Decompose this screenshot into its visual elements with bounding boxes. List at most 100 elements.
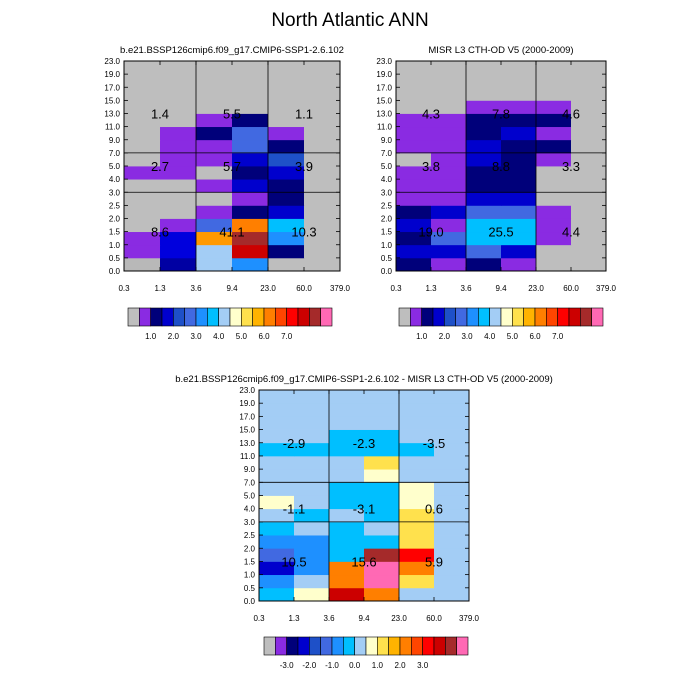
heatmap-cell bbox=[536, 61, 572, 75]
y-tick-label: 17.0 bbox=[376, 83, 392, 92]
heatmap-cell bbox=[294, 548, 330, 562]
heatmap-cell bbox=[536, 218, 572, 233]
heatmap-cell bbox=[196, 231, 233, 246]
value-annotation: 8.8 bbox=[492, 159, 510, 174]
colorbar-box bbox=[184, 307, 197, 327]
y-tick-label: 5.0 bbox=[244, 492, 256, 501]
heatmap-cell bbox=[124, 61, 161, 75]
heatmap-cell bbox=[396, 166, 432, 180]
heatmap-cell bbox=[259, 587, 295, 602]
colorbar-label: -1.0 bbox=[325, 661, 339, 670]
colorbar-label: 0.0 bbox=[349, 661, 361, 670]
heatmap-cell bbox=[160, 192, 197, 206]
heatmap-cell bbox=[160, 166, 197, 180]
heatmap-cell bbox=[268, 74, 305, 88]
colorbar-box bbox=[466, 307, 479, 327]
heatmap-cell bbox=[501, 166, 537, 180]
colorbar-label: 1.0 bbox=[372, 661, 384, 670]
heatmap-cell bbox=[466, 218, 502, 233]
value-annotation: 5.7 bbox=[223, 159, 241, 174]
heatmap-cell bbox=[160, 74, 197, 88]
heatmap-cell bbox=[399, 482, 435, 496]
heatmap-cell bbox=[268, 87, 305, 101]
heatmap-cell bbox=[304, 205, 341, 219]
value-annotation: -2.9 bbox=[283, 436, 305, 451]
y-tick-label: 13.0 bbox=[239, 439, 255, 448]
heatmap-cell bbox=[434, 587, 470, 602]
heatmap-cell bbox=[196, 126, 233, 141]
heatmap-cell bbox=[294, 495, 330, 510]
colorbar-label: 5.0 bbox=[236, 332, 248, 341]
heatmap-cell bbox=[268, 205, 305, 219]
x-tick-label: 60.0 bbox=[296, 284, 312, 293]
y-tick-label: 15.0 bbox=[376, 96, 392, 105]
value-annotation: 4.6 bbox=[562, 107, 580, 122]
colorbar-label: 3.0 bbox=[461, 332, 473, 341]
heatmap-cell bbox=[431, 152, 467, 167]
heatmap-cell bbox=[196, 100, 233, 114]
heatmap-cell bbox=[501, 218, 537, 233]
heatmap-cell bbox=[232, 244, 269, 259]
heatmap-cell bbox=[124, 205, 161, 219]
heatmap-cell bbox=[466, 126, 502, 141]
heatmap-cell bbox=[232, 87, 269, 101]
panel-title: b.e21.BSSP126cmip6.f09_g17.CMIP6-SSP1-2.… bbox=[175, 374, 553, 385]
colorbar-box bbox=[354, 636, 367, 656]
heatmap-cell bbox=[396, 74, 432, 88]
heatmap-cell bbox=[431, 257, 467, 272]
heatmap-cell bbox=[431, 179, 467, 193]
value-annotation: 8.6 bbox=[151, 225, 169, 240]
panel-difference: b.e21.BSSP126cmip6.f09_g17.CMIP6-SSP1-2.… bbox=[175, 374, 553, 670]
heatmap-cell bbox=[431, 87, 467, 101]
colorbar-box bbox=[455, 307, 468, 327]
y-tick-label: 1.0 bbox=[381, 241, 393, 250]
colorbar-label: 2.0 bbox=[168, 332, 180, 341]
heatmap-cell bbox=[232, 257, 269, 272]
heatmap-cell bbox=[124, 179, 161, 193]
heatmap-cell bbox=[501, 139, 537, 154]
x-tick-label: 1.3 bbox=[288, 614, 300, 623]
heatmap-cell bbox=[304, 152, 341, 167]
heatmap-cell bbox=[304, 192, 341, 206]
colorbar-box bbox=[512, 307, 524, 327]
colorbar-box bbox=[433, 636, 446, 656]
heatmap-cell bbox=[501, 87, 537, 101]
y-tick-label: 3.0 bbox=[109, 188, 121, 197]
heatmap-cell bbox=[232, 113, 269, 128]
heatmap-cell bbox=[434, 482, 470, 496]
heatmap-cell bbox=[536, 113, 572, 128]
heatmap-cell bbox=[536, 192, 572, 206]
colorbar-box bbox=[127, 307, 140, 327]
heatmap-cell bbox=[571, 100, 607, 114]
heatmap-cell bbox=[329, 469, 365, 483]
heatmap-cell bbox=[466, 87, 502, 101]
y-tick-label: 23.0 bbox=[239, 386, 255, 395]
heatmap-cell bbox=[501, 244, 537, 259]
heatmap-cell bbox=[536, 74, 572, 88]
heatmap-cell bbox=[399, 429, 435, 444]
heatmap-cell bbox=[364, 521, 400, 536]
colorbar-box bbox=[500, 307, 513, 327]
heatmap-cell bbox=[571, 244, 607, 259]
colorbar-box bbox=[297, 636, 310, 656]
x-tick-label: 0.3 bbox=[253, 614, 265, 623]
y-tick-label: 0.0 bbox=[109, 267, 121, 276]
heatmap-cell bbox=[501, 257, 537, 272]
heatmap-cell bbox=[431, 244, 467, 259]
heatmap-cell bbox=[232, 100, 269, 114]
y-tick-label: 13.0 bbox=[104, 110, 120, 119]
heatmap-cell bbox=[571, 179, 607, 193]
colorbar-label: 7.0 bbox=[281, 332, 293, 341]
y-tick-label: 2.0 bbox=[244, 544, 256, 553]
colorbar-box bbox=[229, 307, 242, 327]
value-annotation: 3.8 bbox=[422, 159, 440, 174]
y-tick-label: 4.0 bbox=[381, 175, 393, 184]
heatmap-cell bbox=[196, 113, 233, 128]
heatmap-cell bbox=[259, 442, 295, 457]
heatmap-cell bbox=[268, 218, 305, 233]
heatmap-cell bbox=[294, 416, 330, 430]
heatmap-cell bbox=[329, 429, 365, 444]
heatmap-cell bbox=[294, 508, 330, 523]
colorbar-label: 6.0 bbox=[258, 332, 270, 341]
heatmap-cell bbox=[329, 574, 365, 589]
